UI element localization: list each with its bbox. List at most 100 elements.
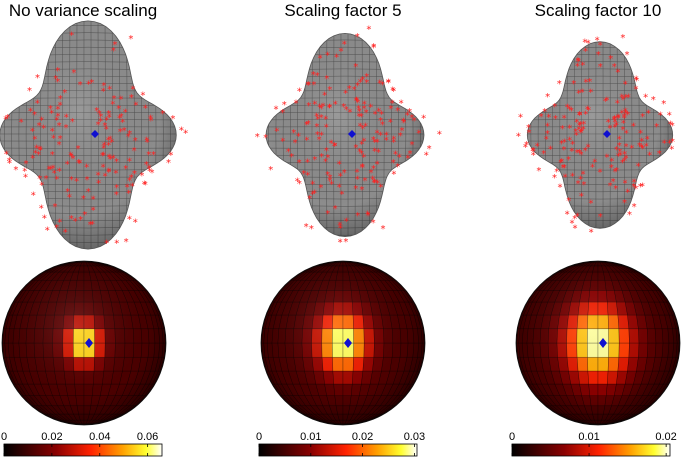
sample-marker: *: [324, 74, 329, 85]
sample-marker: *: [133, 217, 138, 228]
sample-marker: *: [65, 187, 70, 198]
sample-marker: *: [624, 128, 629, 139]
sample-marker: *: [578, 128, 583, 139]
sample-marker: *: [566, 196, 571, 207]
sample-marker: *: [122, 126, 127, 137]
sample-marker: *: [640, 144, 645, 155]
sample-marker: *: [625, 110, 630, 121]
sample-marker: *: [147, 167, 152, 178]
sample-marker: *: [360, 162, 365, 173]
sample-marker: *: [391, 87, 396, 98]
sample-marker: *: [117, 114, 122, 125]
sample-marker: *: [608, 54, 613, 65]
sample-marker: *: [646, 108, 651, 119]
sample-marker: *: [624, 154, 629, 165]
sample-marker: *: [323, 115, 328, 126]
sample-marker: *: [373, 110, 378, 121]
sample-marker: *: [130, 182, 135, 193]
sample-marker: *: [670, 137, 675, 148]
sample-marker: *: [306, 119, 311, 130]
sample-marker: *: [590, 162, 595, 173]
sample-marker: *: [576, 125, 581, 136]
surface-plot-2: ****************************************…: [255, 25, 442, 249]
sample-marker: *: [639, 137, 644, 148]
sample-marker: *: [90, 219, 95, 230]
sample-marker: *: [334, 52, 339, 63]
sample-marker: *: [55, 105, 60, 116]
sample-marker: *: [126, 132, 131, 143]
surface-plot-3: ************************************** **…: [516, 33, 675, 238]
sample-marker: *: [399, 126, 404, 137]
sample-marker: *: [586, 106, 591, 117]
sample-marker: *: [338, 223, 343, 234]
sample-marker: *: [127, 176, 132, 187]
sample-marker: *: [567, 105, 572, 116]
mean-marker: [603, 130, 611, 138]
sample-marker: *: [337, 183, 342, 194]
sample-marker: *: [638, 182, 643, 193]
sample-marker: *: [170, 114, 175, 125]
sample-marker: *: [132, 169, 137, 180]
sample-marker: *: [631, 182, 636, 193]
sample-marker: *: [636, 162, 641, 173]
sample-marker: *: [596, 50, 601, 61]
colorbar-3-gradient: [511, 443, 671, 457]
sample-marker: *: [101, 162, 106, 173]
sample-marker: *: [306, 80, 311, 91]
sample-marker: *: [362, 100, 367, 111]
sample-marker: *: [622, 156, 627, 167]
colorbar-3: 0 0.01 0.02: [509, 431, 677, 457]
sample-marker: *: [146, 150, 151, 161]
sample-marker: *: [617, 135, 622, 146]
sample-marker: *: [183, 129, 188, 140]
sample-marker: *: [343, 88, 348, 99]
sample-marker: *: [576, 57, 581, 68]
sample-marker: *: [263, 133, 268, 144]
sample-marker: *: [554, 167, 559, 178]
sample-marker: *: [304, 222, 309, 233]
sample-marker: *: [575, 56, 580, 67]
sample-marker: *: [166, 158, 171, 169]
sample-marker: *: [391, 134, 396, 145]
sample-marker: *: [53, 74, 58, 85]
sample-marker: *: [102, 121, 107, 132]
sample-marker: *: [255, 132, 260, 143]
sample-marker: *: [107, 112, 112, 123]
sample-marker: *: [98, 112, 103, 123]
sample-marker: *: [386, 77, 391, 88]
sample-marker: *: [359, 149, 364, 160]
sample-marker: *: [380, 120, 385, 131]
sample-marker: *: [622, 150, 627, 161]
sample-marker: *: [57, 167, 62, 178]
sample-marker: *: [539, 112, 544, 123]
sample-marker: *: [405, 153, 410, 164]
sample-marker: *: [53, 202, 58, 213]
sample-marker: *: [123, 107, 128, 118]
sample-marker: *: [310, 179, 315, 190]
sample-marker: *: [531, 151, 536, 162]
sample-marker: *: [516, 132, 521, 143]
sample-marker: *: [118, 127, 123, 138]
sample-marker: *: [78, 80, 83, 91]
sample-marker: *: [592, 158, 597, 169]
sample-marker: *: [620, 33, 625, 44]
sample-marker: *: [55, 112, 60, 123]
sample-marker: *: [604, 152, 609, 163]
sample-marker: *: [71, 154, 76, 165]
sample-marker: *: [618, 151, 623, 162]
sample-marker: *: [567, 123, 572, 134]
sample-marker: *: [548, 145, 553, 156]
sample-marker: *: [612, 62, 617, 73]
sample-marker: *: [397, 152, 402, 163]
sample-marker: *: [111, 154, 116, 165]
sample-marker: *: [577, 121, 582, 132]
sample-marker: *: [562, 114, 567, 125]
sample-marker: *: [77, 158, 82, 169]
sample-marker: *: [54, 175, 59, 186]
sample-marker: *: [69, 214, 74, 225]
sample-marker: *: [103, 171, 108, 182]
sample-marker: *: [355, 211, 360, 222]
sample-marker: *: [106, 140, 111, 151]
sample-marker: *: [304, 120, 309, 131]
sample-marker: *: [42, 213, 47, 224]
